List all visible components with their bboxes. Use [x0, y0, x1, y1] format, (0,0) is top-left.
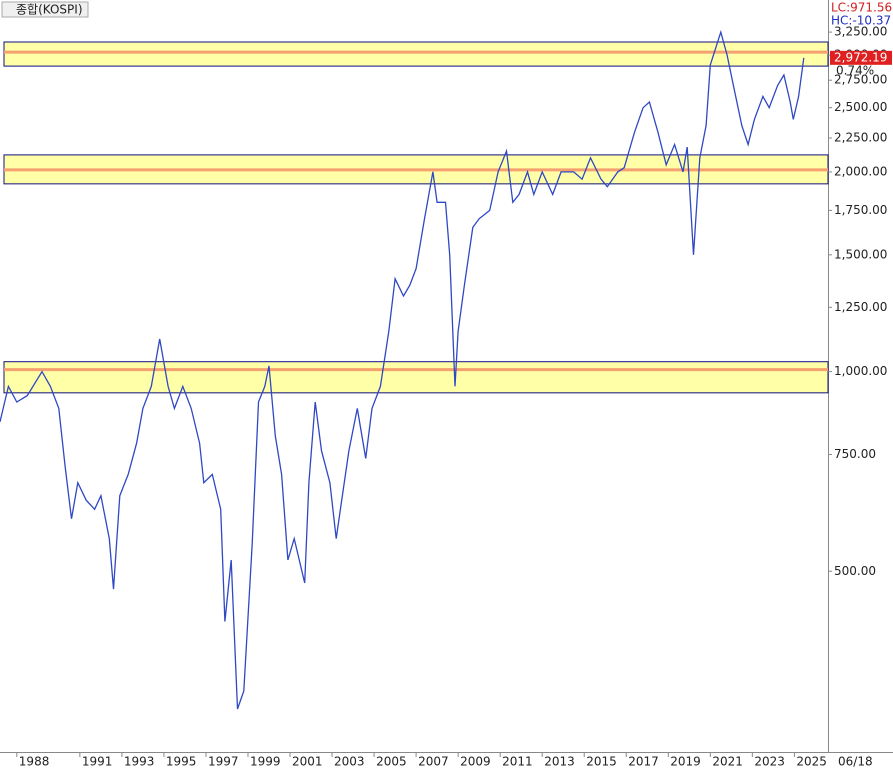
x-tick-label: 1995 [166, 755, 197, 769]
y-tick-label: 2,500.00 [834, 100, 887, 114]
x-tick-label: 2023 [754, 755, 785, 769]
y-tick-label: 1,750.00 [834, 203, 887, 217]
last-price-label: 2,972.19 [834, 50, 887, 64]
legend-box [1, 1, 89, 18]
x-tick-label: 2017 [628, 755, 659, 769]
x-tick-label: 2007 [418, 755, 449, 769]
band [3, 361, 829, 394]
x-tick-label: 1999 [250, 755, 281, 769]
lc-label: LC:971.56 [831, 1, 892, 15]
price-line [0, 29, 805, 710]
date-label: 06/18 [838, 755, 873, 769]
y-tick-label: 2,750.00 [834, 73, 887, 87]
x-tick-label: 1997 [208, 755, 239, 769]
x-tick-label: 2011 [502, 755, 533, 769]
y-tick-label: 750.00 [834, 447, 876, 461]
x-tick-label: 2003 [334, 755, 365, 769]
x-tick-label: 2005 [376, 755, 407, 769]
hc-label: HC:-10.37 [831, 14, 891, 28]
y-tick-label: 1,500.00 [834, 247, 887, 261]
x-tick-label: 1988 [19, 755, 50, 769]
y-tick-label: 3,250.00 [834, 25, 887, 39]
x-tick-label: 2025 [796, 755, 827, 769]
y-tick-label: 1,000.00 [834, 364, 887, 378]
x-tick-label: 2001 [292, 755, 323, 769]
x-tick-label: 2021 [712, 755, 743, 769]
x-tick-label: 2015 [586, 755, 617, 769]
change-label: 0.74% [836, 63, 874, 77]
x-tick-label: 2013 [544, 755, 575, 769]
band [3, 41, 829, 67]
y-tick-label: 1,250.00 [834, 300, 887, 314]
x-tick-label: 1991 [82, 755, 113, 769]
last-price-box [830, 50, 892, 65]
y-tick-label: 2,000.00 [834, 164, 887, 178]
x-tick-label: 2009 [460, 755, 491, 769]
x-tick-label: 1993 [124, 755, 155, 769]
legend-label: 종합(KOSPI) [16, 3, 83, 17]
x-tick-label: 2019 [670, 755, 701, 769]
y-tick-label: 500.00 [834, 564, 876, 578]
y-tick-label: 2,250.00 [834, 131, 887, 145]
